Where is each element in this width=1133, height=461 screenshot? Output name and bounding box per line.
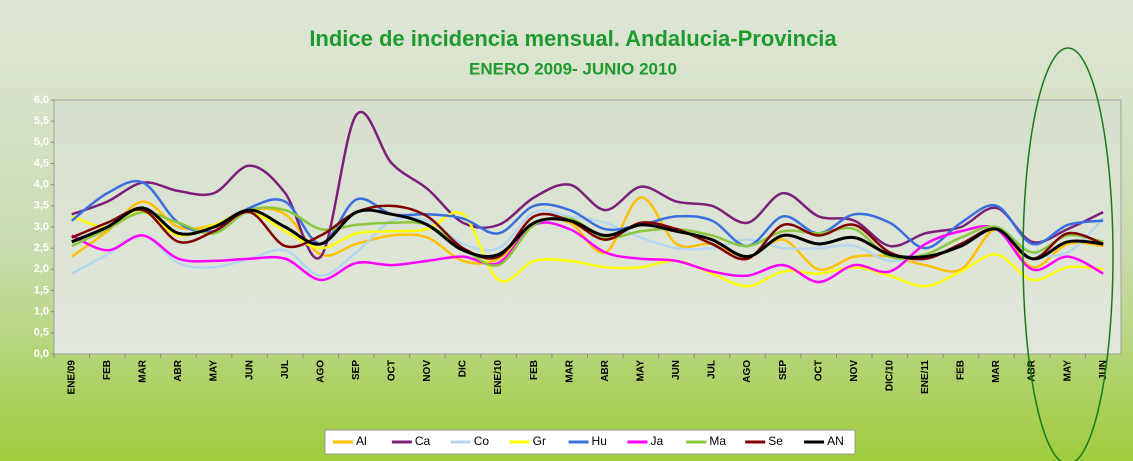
x-tick-label: FEB: [529, 360, 540, 380]
y-tick-label: 3,5: [34, 200, 49, 212]
legend: [324, 429, 856, 455]
y-tick-label: 4,0: [34, 179, 49, 191]
x-tick-label: ABR: [600, 359, 611, 381]
legend-label: Ja: [650, 434, 663, 448]
series-line: [71, 221, 1104, 284]
y-tick-label: 1,5: [34, 284, 49, 296]
legend-label: Co: [474, 434, 490, 448]
x-tick-label: ABR: [173, 359, 184, 381]
y-tick-label: 0,0: [34, 348, 49, 360]
x-tick-label: JUL: [707, 360, 718, 379]
x-tick-label: MAR: [138, 359, 149, 383]
y-tick-label: 3,0: [34, 221, 49, 233]
x-tick-label: JUL: [280, 360, 291, 379]
x-tick-label: NOV: [849, 360, 860, 382]
x-tick-label: ENE/09: [66, 360, 77, 395]
x-tick-label: ENE/10: [493, 360, 504, 395]
x-tick-label: NOV: [422, 360, 433, 382]
legend-label: Al: [356, 434, 367, 448]
series-line: [71, 110, 1104, 260]
series-line: [71, 204, 1104, 261]
highlight-ellipse: [1022, 47, 1114, 461]
x-tick-label: DIC/10: [884, 360, 895, 392]
legend-label: Gr: [533, 434, 546, 448]
legend-label: Hu: [592, 434, 607, 448]
y-tick-label: 1,0: [34, 306, 49, 318]
y-tick-label: 2,5: [34, 242, 49, 254]
x-tick-label: MAR: [991, 359, 1002, 383]
y-tick-label: 6,0: [34, 94, 49, 106]
chart-title: Indice de incidencia mensual. Andalucia-…: [309, 26, 837, 51]
x-tick-label: MAY: [209, 360, 220, 382]
legend-label: Ca: [415, 434, 431, 448]
y-tick-label: 0,5: [34, 327, 49, 339]
x-tick-label: MAY: [1062, 360, 1073, 382]
x-tick-label: ENE/11: [920, 360, 931, 394]
legend-label: Ma: [709, 434, 726, 448]
series-line: [71, 206, 1104, 261]
x-tick-label: FEB: [102, 360, 113, 380]
y-tick-label: 5,0: [34, 136, 49, 148]
legend-label: Se: [768, 434, 783, 448]
y-tick-label: 4,5: [34, 157, 49, 169]
x-tick-label: MAR: [564, 359, 575, 383]
x-tick-label: AGO: [315, 360, 326, 383]
chart-subtitle: ENERO 2009- JUNIO 2010: [469, 59, 677, 78]
x-tick-label: ABR: [1027, 359, 1038, 381]
x-tick-label: SEP: [351, 360, 362, 380]
x-tick-label: DIC: [458, 360, 469, 377]
x-tick-label: OCT: [387, 360, 398, 381]
x-tick-label: JUN: [1098, 360, 1109, 380]
x-tick-label: JUN: [671, 360, 682, 380]
x-tick-label: FEB: [956, 360, 967, 380]
x-tick-label: SEP: [778, 360, 789, 380]
y-tick-label: 2,0: [34, 263, 49, 275]
y-tick-label: 5,5: [34, 115, 49, 127]
x-tick-label: OCT: [813, 360, 824, 381]
x-tick-label: AGO: [742, 360, 753, 383]
legend-label: AN: [827, 434, 844, 448]
x-tick-label: JUN: [244, 360, 255, 380]
x-tick-label: MAY: [635, 360, 646, 382]
